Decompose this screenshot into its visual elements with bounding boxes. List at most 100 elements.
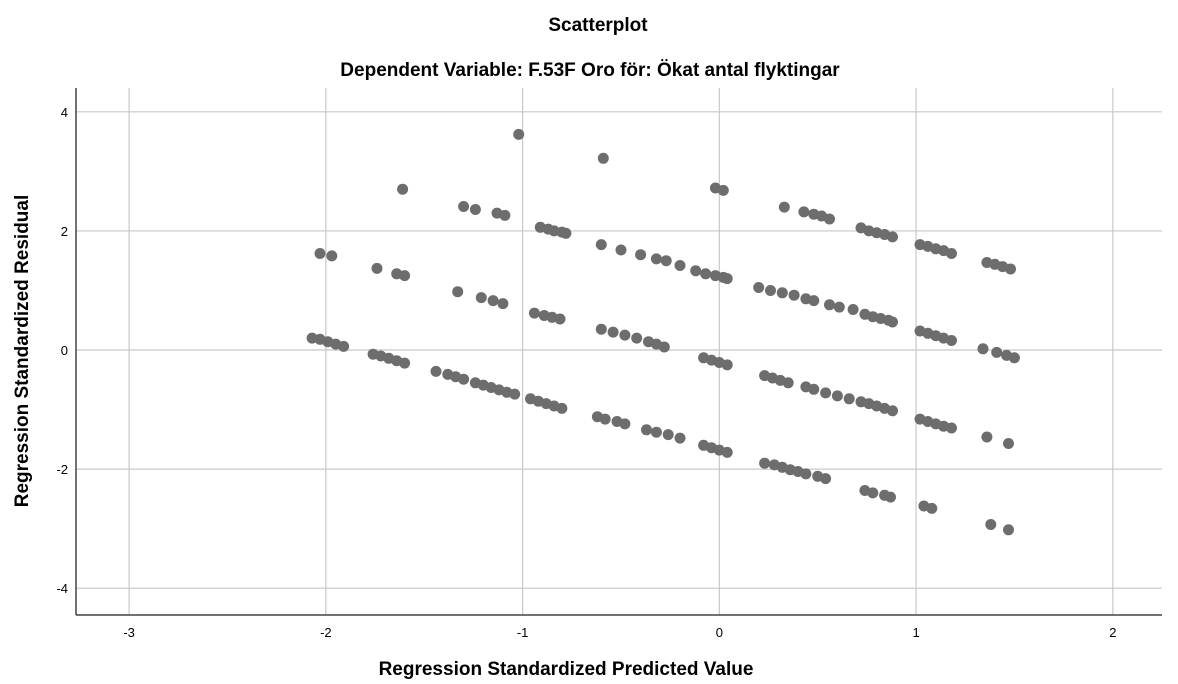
scatter-point — [458, 373, 470, 385]
y-tick-label: -4 — [56, 581, 68, 596]
scatter-point — [469, 204, 481, 215]
x-tick-label: 0 — [716, 625, 723, 640]
scatter-point — [554, 313, 566, 325]
scatter-point — [499, 209, 511, 221]
x-tick-label: 2 — [1109, 625, 1116, 640]
scatter-point — [946, 248, 957, 259]
scatter-point — [560, 227, 572, 239]
y-tick-label: 2 — [61, 224, 68, 239]
scatter-point — [631, 332, 643, 344]
scatter-point — [674, 260, 686, 271]
scatter-point — [721, 359, 733, 371]
scatter-point — [674, 432, 686, 444]
scatter-point — [833, 301, 845, 313]
scatter-point — [430, 365, 442, 377]
scatter-point — [599, 413, 611, 425]
scatter-point — [831, 390, 843, 402]
scatter-point — [635, 249, 647, 261]
scatter-point — [650, 426, 662, 438]
scatter-point — [475, 292, 487, 304]
scatter-point — [820, 473, 832, 485]
x-axis-label: Regression Standardized Predicted Value — [379, 659, 754, 680]
scatter-point — [991, 346, 1003, 358]
scatter-point — [721, 446, 733, 458]
scatter-point — [690, 265, 702, 277]
scatter-point — [765, 285, 776, 296]
scatter-point — [397, 183, 409, 195]
scatter-point — [808, 295, 820, 307]
x-tick-label: -2 — [320, 625, 332, 640]
scatter-point — [847, 304, 859, 315]
scatter-point — [887, 405, 898, 417]
scatter-point — [1003, 524, 1014, 536]
scatter-point — [926, 502, 938, 514]
scatter-point — [595, 239, 607, 251]
y-tick-label: -2 — [56, 462, 68, 477]
scatter-point — [717, 184, 729, 196]
scatter-point — [595, 323, 607, 335]
scatter-point — [776, 287, 788, 299]
scatter-point — [607, 326, 619, 338]
scatter-point — [487, 295, 499, 307]
scatter-point — [658, 341, 670, 353]
scatter-point — [824, 213, 835, 225]
scatter-point — [326, 250, 338, 262]
scatter-point — [798, 206, 810, 218]
chart-subtitle: Dependent Variable: F.53F Oro för: Ökat … — [340, 60, 840, 81]
scatter-point — [660, 255, 672, 267]
scatter-point — [1005, 263, 1016, 275]
scatter-point — [824, 299, 835, 311]
scatter-point — [513, 128, 525, 140]
scatter-point — [981, 431, 993, 443]
scatter-point — [597, 152, 609, 164]
x-tick-label: -1 — [517, 625, 529, 640]
scatter-point — [887, 316, 898, 328]
y-axis-label: Regression Standardized Residual — [12, 195, 33, 508]
x-tick-label: 1 — [912, 625, 919, 640]
scatter-point — [843, 393, 855, 405]
scatter-point — [314, 248, 326, 259]
tick-labels: -3 -2 -1 0 1 2 -4 -2 0 2 4 — [56, 105, 1116, 640]
scatter-point — [788, 289, 800, 301]
scatter-point — [509, 388, 521, 400]
scatter-point — [985, 519, 997, 530]
chart-title: Scatterplot — [548, 15, 648, 36]
scatter-point — [619, 418, 631, 430]
scatter-point — [782, 377, 794, 389]
scatter-point — [887, 231, 898, 243]
scatter-point — [808, 383, 820, 395]
scatter-point — [753, 282, 765, 293]
data-points — [306, 128, 1020, 536]
scatter-point — [778, 201, 790, 213]
scatter-point — [338, 340, 350, 352]
scatter-point — [371, 262, 383, 274]
scatter-point — [556, 402, 568, 414]
scatter-point — [721, 273, 733, 285]
scatter-point — [977, 343, 989, 355]
scatter-point — [867, 487, 879, 499]
scatter-point — [946, 422, 957, 434]
scatter-point — [800, 468, 812, 480]
scatter-point — [619, 329, 631, 341]
y-tick-label: 0 — [61, 343, 68, 358]
scatter-point — [820, 387, 832, 399]
scatter-point — [641, 424, 652, 436]
y-tick-label: 4 — [61, 105, 68, 120]
x-tick-label: -3 — [123, 625, 135, 640]
scatter-point — [528, 307, 540, 319]
scatter-point — [497, 298, 509, 310]
scatter-point — [650, 253, 662, 265]
scatter-point — [1003, 438, 1014, 449]
scatter-point — [1008, 352, 1020, 364]
scatter-point — [399, 357, 411, 369]
scatter-point — [458, 201, 470, 212]
scatter-point — [615, 244, 627, 256]
scatter-point — [399, 270, 411, 282]
scatter-point — [759, 457, 771, 469]
scatter-point — [885, 491, 896, 503]
scatter-point — [700, 268, 712, 280]
scatter-point — [452, 286, 464, 298]
scatter-point — [946, 335, 957, 346]
scatter-point — [662, 429, 674, 441]
